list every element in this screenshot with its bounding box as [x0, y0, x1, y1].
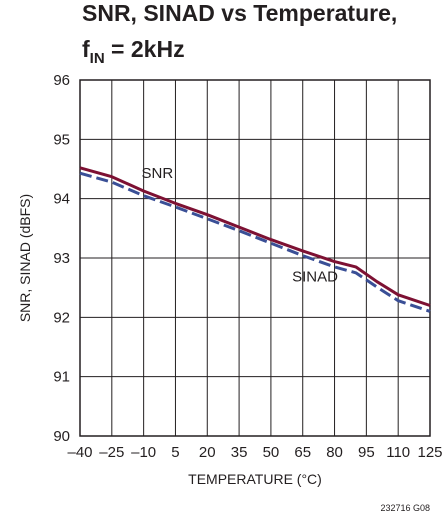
- series-annotation: SNR: [142, 165, 174, 182]
- title-f: f: [82, 36, 90, 62]
- series-line-sinad: [79, 171, 431, 313]
- y-tick-label: 95: [53, 131, 70, 148]
- title-subscript: IN: [89, 50, 105, 67]
- x-tick-label: 125: [417, 444, 442, 461]
- figure-id: 232716 G08: [380, 503, 430, 513]
- x-tick-label: 50: [263, 444, 280, 461]
- x-tick-label: 95: [358, 444, 375, 461]
- x-tick-label: 35: [231, 444, 248, 461]
- y-tick-label: 94: [53, 191, 70, 208]
- y-tick-label: 92: [53, 309, 70, 326]
- series-line-snr: [79, 166, 431, 307]
- x-axis-label: TEMPERATURE (°C): [188, 471, 322, 487]
- x-tick-label: 20: [199, 444, 216, 461]
- x-tick-label: 110: [386, 444, 410, 461]
- chart-title-line1: SNR, SINAD vs Temperature,: [82, 0, 398, 26]
- y-axis-label: SNR, SINAD (dBFS): [17, 194, 33, 322]
- plot-frame: [79, 79, 431, 437]
- chart-title-line2: fIN = 2kHz: [82, 36, 185, 67]
- y-tick-label: 96: [53, 72, 70, 89]
- title-rest: = 2kHz: [104, 36, 185, 62]
- series-annotation: SINAD: [292, 269, 338, 286]
- x-tick-label: 65: [294, 444, 311, 461]
- x-tick-label: –10: [131, 444, 156, 461]
- x-tick-label: –40: [67, 444, 92, 461]
- x-tick-label: –25: [99, 444, 124, 461]
- y-tick-label: 93: [53, 250, 70, 267]
- y-tick-label: 90: [53, 428, 70, 445]
- x-tick-label: 80: [326, 444, 343, 461]
- y-tick-label: 91: [53, 369, 70, 386]
- x-tick-label: 5: [171, 444, 179, 461]
